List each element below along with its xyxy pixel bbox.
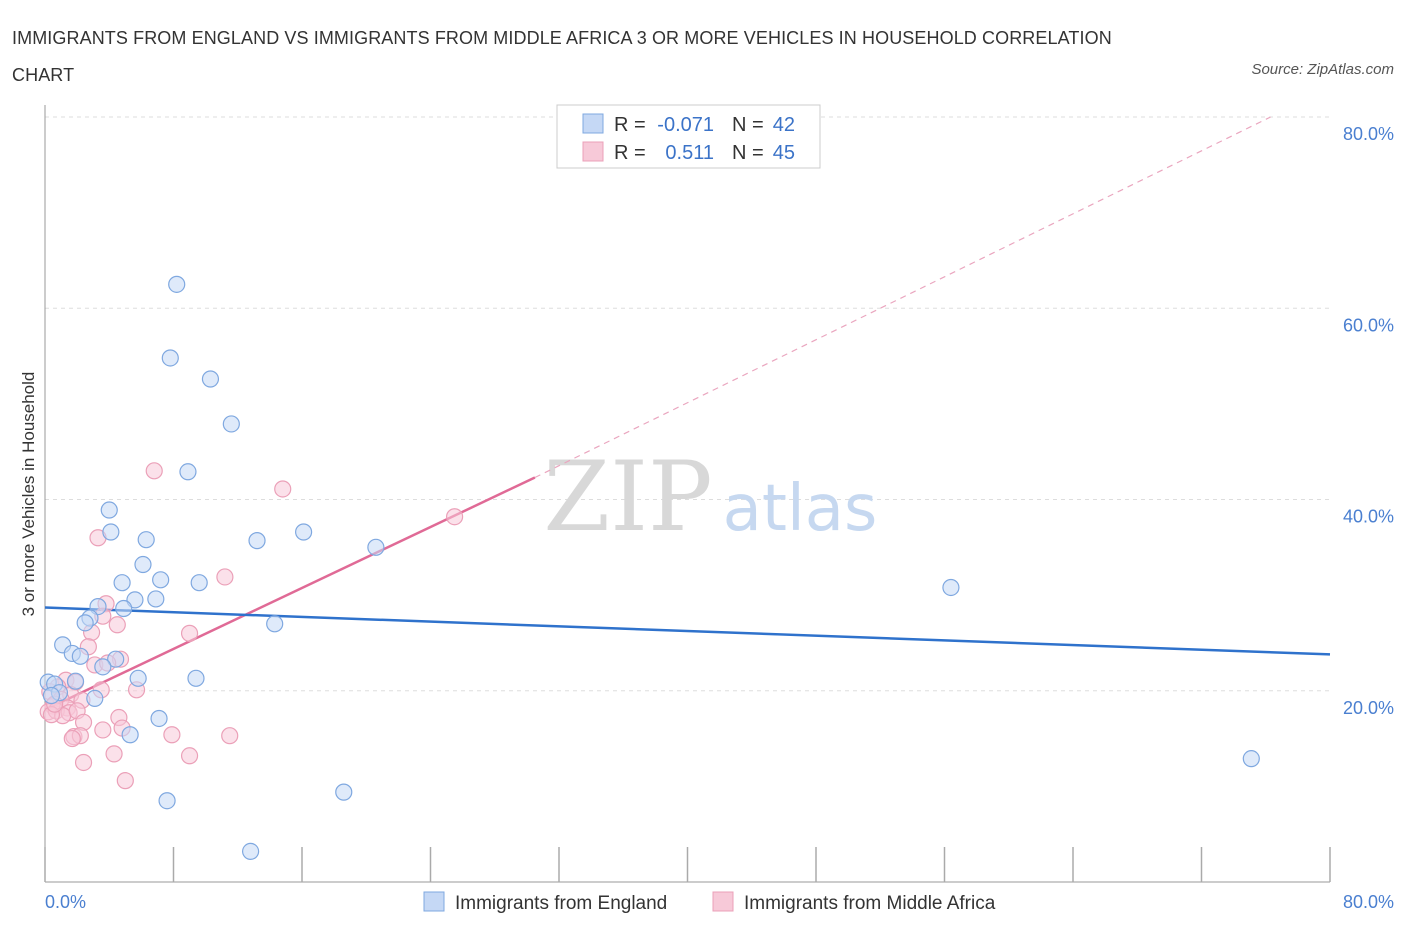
point-england-28 — [187, 669, 205, 687]
point-africa-0 — [145, 462, 163, 480]
point-england-21 — [266, 615, 284, 633]
bottom-legend-swatch-africa — [712, 891, 734, 912]
legend-africa-n-value: 45 — [773, 142, 795, 164]
point-england-24 — [71, 647, 89, 665]
point-africa-40 — [105, 745, 123, 763]
point-england-11 — [134, 555, 152, 574]
point-england-6 — [102, 523, 120, 541]
point-england-39 — [942, 578, 960, 597]
legend-africa-r-label: R = — [614, 142, 646, 164]
point-africa-42 — [74, 753, 93, 772]
legend-swatch-england — [582, 113, 604, 134]
watermark-atlas: atlas — [723, 472, 878, 546]
legend-africa-n-label: N = — [732, 142, 764, 164]
point-england-13 — [152, 571, 170, 589]
point-england-14 — [190, 574, 208, 592]
legend-africa-r-value: 0.511 — [665, 142, 714, 164]
legend-england-r-label: R = — [614, 114, 646, 136]
point-england-27 — [129, 669, 147, 687]
point-africa-2 — [445, 508, 464, 526]
point-africa-4 — [216, 568, 234, 586]
legend-england-n-value: 42 — [773, 114, 795, 136]
point-africa-38 — [163, 726, 181, 744]
watermark-zip: ZIP — [543, 441, 712, 553]
x-tick-label-min: 0.0% — [45, 892, 86, 912]
bottom-legend-swatch-england — [423, 891, 445, 912]
source-label: Source: ZipAtlas.com — [1251, 61, 1394, 78]
point-africa-7 — [108, 616, 126, 634]
bottom-legend-label-africa: Immigrants from Middle Africa — [744, 893, 996, 914]
point-africa-43 — [116, 772, 134, 790]
legend: R = -0.071 N = 42 R = 0.511 N = 45 — [556, 104, 821, 169]
point-england-20 — [76, 614, 94, 632]
point-england-2 — [201, 370, 220, 388]
bottom-legend-label-england: Immigrants from England — [455, 893, 667, 914]
point-england-25 — [107, 650, 125, 668]
legend-swatch-africa — [582, 141, 604, 162]
point-africa-41 — [180, 747, 199, 765]
gridlines — [45, 116, 1330, 692]
y-tick-label-20: 20.0% — [1343, 698, 1394, 718]
point-england-37 — [335, 783, 353, 801]
point-england-40 — [1242, 750, 1260, 768]
trend-england — [44, 606, 1331, 656]
point-england-33 — [86, 689, 104, 708]
point-england-4 — [179, 463, 197, 481]
legend-england-r-value: -0.071 — [657, 114, 714, 136]
point-africa-37 — [63, 729, 81, 748]
point-england-3 — [222, 415, 240, 433]
point-england-12 — [113, 574, 131, 592]
point-england-38 — [242, 842, 260, 861]
point-africa-9 — [180, 624, 199, 642]
point-africa-1 — [274, 480, 292, 498]
x-tick-label-max: 80.0% — [1343, 892, 1394, 912]
point-england-1 — [161, 349, 179, 367]
legend-england-n-label: N = — [732, 114, 764, 136]
trend-africa-extension — [534, 116, 1271, 479]
point-england-41 — [42, 686, 61, 705]
trend-lines — [44, 116, 1331, 712]
point-england-26 — [94, 658, 112, 676]
watermark: ZIP atlas — [543, 441, 877, 553]
point-england-35 — [121, 726, 139, 744]
point-england-10 — [367, 538, 385, 556]
point-england-5 — [100, 501, 118, 519]
point-england-16 — [147, 590, 165, 608]
y-tick-label-80: 80.0% — [1343, 124, 1394, 144]
point-england-7 — [137, 531, 155, 549]
chart-title: IMMIGRANTS FROM ENGLAND VS IMMIGRANTS FR… — [12, 28, 1112, 85]
y-axis-tick-labels: 20.0% 40.0% 60.0% 80.0% — [1343, 124, 1394, 718]
y-tick-label-60: 60.0% — [1343, 315, 1394, 335]
bottom-legend: Immigrants from England Immigrants from … — [423, 891, 996, 914]
series-england — [39, 275, 1260, 861]
point-england-36 — [158, 792, 176, 810]
y-tick-label-40: 40.0% — [1343, 507, 1394, 527]
point-england-9 — [295, 523, 313, 541]
point-england-0 — [168, 275, 186, 293]
y-axis-label: 3 or more Vehicles in Household — [19, 372, 38, 617]
point-england-8 — [248, 532, 266, 550]
x-axis-ticks — [44, 847, 1331, 882]
point-africa-34 — [94, 721, 112, 739]
point-africa-39 — [221, 727, 239, 745]
point-england-18 — [115, 599, 133, 618]
point-england-31 — [66, 672, 85, 690]
point-england-34 — [150, 709, 168, 728]
